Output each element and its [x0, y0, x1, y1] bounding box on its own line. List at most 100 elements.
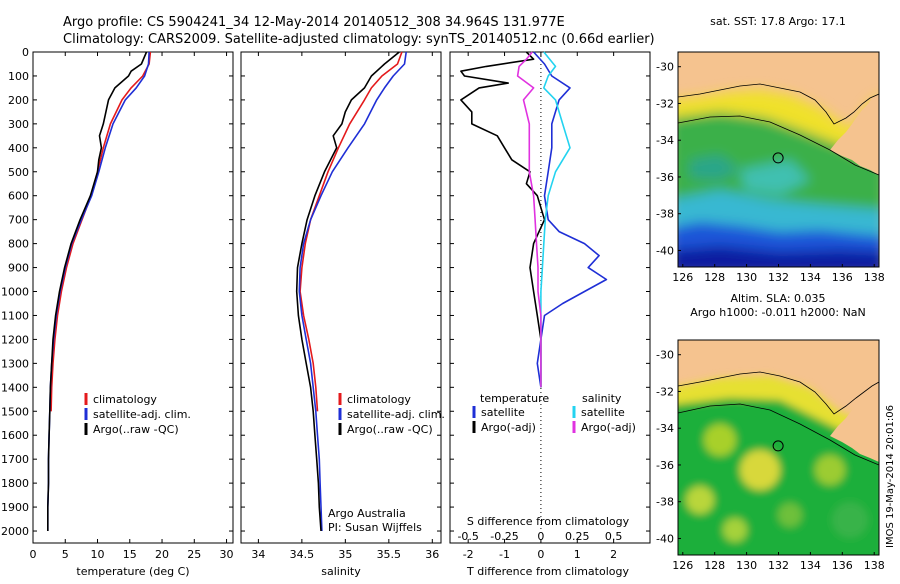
x-tick-label: 0: [537, 548, 544, 561]
map-sst-contour: [678, 115, 879, 176]
map-y-tick-label: -30: [656, 349, 674, 362]
x-tick-label: 5: [62, 548, 69, 561]
y-tick-label: 700: [8, 214, 29, 227]
x-tick-label: 10: [91, 548, 105, 561]
map-x-tick-label: 136: [832, 271, 853, 284]
y-tick-label: 1400: [1, 381, 29, 394]
map-sst-gulf-land: [830, 94, 879, 175]
diff-xlabel: T difference from climatology: [466, 565, 629, 578]
map-x-tick-label: 138: [864, 559, 885, 572]
x-tick-label: 0: [30, 548, 37, 561]
legend-title-salinity: salinity: [582, 392, 622, 405]
map-sst-axes: 126 128 130 132 134 136 138 -30 -32 -34 -36 -38 -40: [656, 61, 885, 284]
x-tick-label: 36: [425, 548, 439, 561]
x-tick-label: 15: [123, 548, 137, 561]
y-tick-label: 1100: [1, 309, 29, 322]
series-line-argo-raw-qc-: [46, 51, 148, 531]
map-y-tick-label: -36: [656, 171, 674, 184]
map-sla-title-1: Altim. SLA: 0.035: [730, 292, 825, 305]
map-y-tick-label: -38: [656, 208, 674, 221]
y-tick-label: 200: [8, 94, 29, 107]
map-x-tick-label: 126: [672, 271, 693, 284]
salinity-legend: climatology satellite-adj. clim. Argo(..…: [328, 393, 445, 534]
map-sla-ocean: [678, 376, 879, 555]
series-line-argo-raw-qc-: [295, 51, 400, 532]
legend-label-climatology: climatology: [93, 393, 157, 406]
series-line-temperature-satellite: [533, 51, 608, 388]
x-tick-label: -2: [463, 548, 474, 561]
y-tick-label: 1000: [1, 286, 29, 299]
map-sla-axes: 126 128 130 132 134 136 138 -30 -32 -34 -36 -38 -40: [656, 349, 885, 572]
legend-label-temp-satellite: satellite: [481, 406, 525, 419]
y-tick-label: 600: [8, 190, 29, 203]
legend-label-temp-argo: Argo(-adj): [481, 421, 536, 434]
map-sla-coastline: [678, 371, 879, 415]
x-tick-label: 35.5: [377, 548, 402, 561]
difference-legend: temperature salinity satellite Argo(-adj…: [472, 392, 636, 434]
legend-label-argo: Argo(..raw -QC): [93, 423, 179, 436]
header-line-2: Climatology: CARS2009. Satellite-adjuste…: [63, 32, 655, 47]
map-x-tick-label: 132: [768, 271, 789, 284]
x-tick-label: 2: [610, 548, 617, 561]
legend-label-sal-satellite: satellite: [581, 406, 625, 419]
annotation-argo-australia: Argo Australia: [328, 507, 406, 520]
map-y-tick-label: -32: [656, 97, 674, 110]
series-line-satellite-adj-clim-: [46, 51, 150, 531]
map-y-tick-label: -36: [656, 459, 674, 472]
map-x-tick-label: 128: [704, 271, 725, 284]
temperature-plot: 0 5 10 15 20 25 300100200300400500600700800900…: [1, 46, 234, 561]
y-tick-label: 1900: [1, 501, 29, 514]
salinity-panel-frame: [240, 51, 442, 544]
difference-panel-frame: [449, 51, 651, 544]
x2-tick-label: 0.25: [565, 530, 590, 543]
x-tick-label: 30: [220, 548, 234, 561]
salinity-xlabel: salinity: [321, 565, 361, 578]
y-tick-label: 400: [8, 142, 29, 155]
x2-tick-label: 0.5: [605, 530, 623, 543]
x-tick-label: 20: [155, 548, 169, 561]
difference-plot: -2 -1 0 1 2 -0.5 -0.25 0 0.25 0.5: [450, 51, 650, 561]
temperature-xlabel: temperature (deg C): [76, 565, 189, 578]
map-sla-contour: [678, 403, 879, 466]
y-tick-label: 300: [8, 118, 29, 131]
y-tick-label: 1700: [1, 453, 29, 466]
legend-label-satellite: satellite-adj. clim.: [347, 408, 445, 421]
x-tick-label: 25: [187, 548, 201, 561]
map-y-tick-label: -30: [656, 61, 674, 74]
map-x-tick-label: 134: [800, 559, 821, 572]
map-x-tick-label: 128: [704, 559, 725, 572]
map-sla: [678, 340, 879, 555]
x-tick-label: 35: [338, 548, 352, 561]
header-line-1: Argo profile: CS 5904241_34 12-May-2014 …: [63, 15, 565, 30]
y-tick-label: 1800: [1, 477, 29, 490]
argo-float-marker: [772, 440, 784, 452]
map-x-tick-label: 136: [832, 559, 853, 572]
series-line-climatology: [299, 51, 403, 412]
y-tick-label: 1200: [1, 333, 29, 346]
map-y-tick-label: -34: [656, 134, 674, 147]
y-tick-label: 0: [22, 46, 29, 59]
y-tick-label: 2000: [1, 525, 29, 538]
map-sla-gulf-land: [830, 382, 879, 462]
map-y-tick-label: -38: [656, 496, 674, 509]
x-tick-label: 34.5: [290, 548, 315, 561]
x-tick-label: 1: [574, 548, 581, 561]
argo-float-marker: [772, 152, 784, 164]
x2-tick-label: -0.25: [490, 530, 518, 543]
x2-tick-label: -0.5: [457, 530, 478, 543]
legend-label-satellite: satellite-adj. clim.: [93, 408, 191, 421]
map-y-tick-label: -40: [656, 244, 674, 257]
map-x-tick-label: 132: [768, 559, 789, 572]
series-line-salinity-satellite: [540, 51, 571, 388]
series-line-satellite-adj-clim-: [298, 51, 407, 532]
y-tick-label: 100: [8, 70, 29, 83]
map-y-tick-label: -32: [656, 385, 674, 398]
temperature-legend: climatology satellite-adj. clim. Argo(..…: [84, 393, 191, 436]
legend-label-sal-argo: Argo(-adj): [581, 421, 636, 434]
y-tick-label: 900: [8, 262, 29, 275]
map-y-tick-label: -40: [656, 532, 674, 545]
map-x-tick-label: 138: [864, 271, 885, 284]
legend-title-temperature: temperature: [480, 392, 549, 405]
map-sst-title: sat. SST: 17.8 Argo: 17.1: [710, 15, 846, 28]
